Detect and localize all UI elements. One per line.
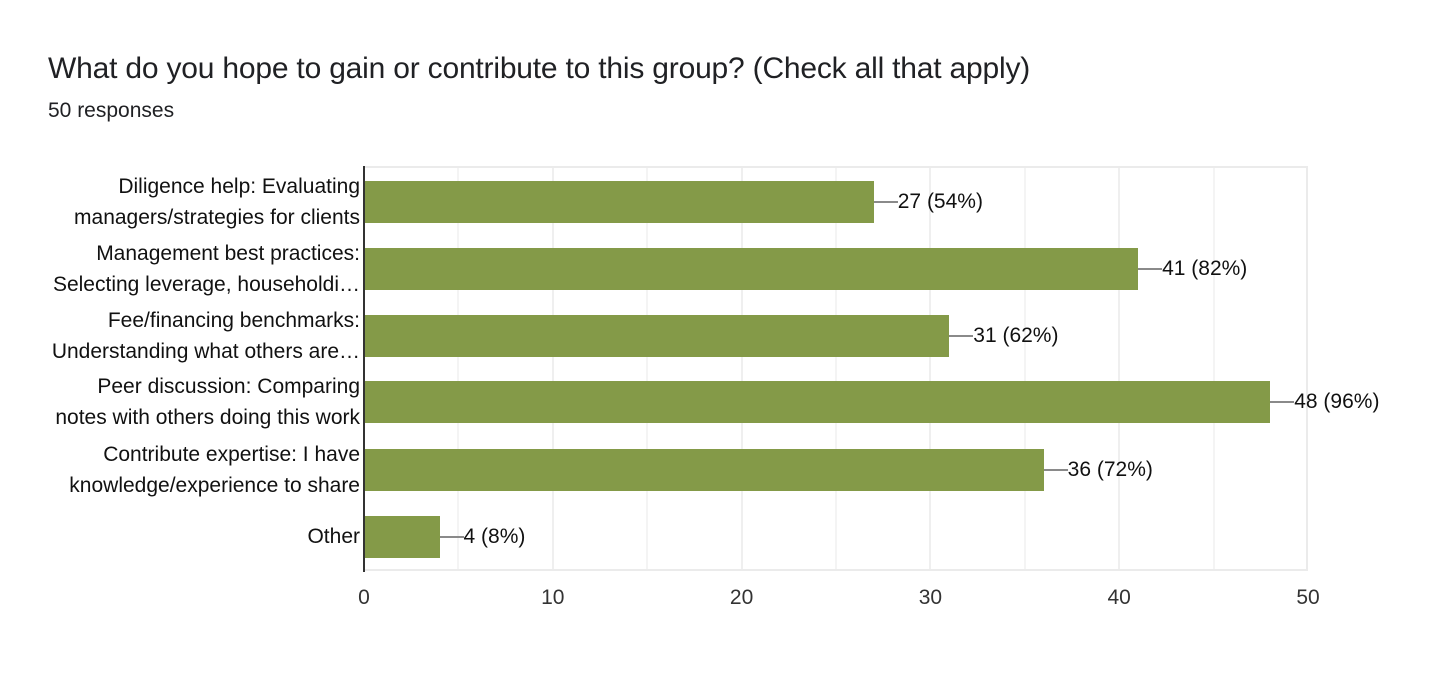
category-label: Contribute expertise: I have knowledge/ex… bbox=[69, 443, 360, 497]
data-label: 27 (54%) bbox=[897, 190, 983, 213]
chart-title: What do you hope to gain or contribute t… bbox=[48, 52, 1031, 85]
gridline bbox=[1023, 168, 1026, 569]
data-label-leader bbox=[1138, 268, 1163, 270]
data-label: 48 (96%) bbox=[1294, 390, 1380, 413]
data-label: 31 (62%) bbox=[973, 324, 1059, 347]
data-label-leader bbox=[439, 536, 464, 538]
gridline bbox=[835, 168, 837, 569]
category-label: Fee/financing benchmarks: Understanding w… bbox=[51, 309, 360, 363]
response-count: 50 responses bbox=[48, 99, 175, 122]
data-label: 41 (82%) bbox=[1162, 257, 1248, 280]
data-label-leader bbox=[873, 201, 898, 203]
data-label-leader bbox=[1270, 401, 1295, 403]
bar[interactable] bbox=[365, 248, 1139, 290]
data-label-leader bbox=[1043, 469, 1068, 471]
category-label: Management best practices: Selecting leve… bbox=[52, 242, 360, 296]
category-label: Diligence help: Evaluating managers/strat… bbox=[74, 175, 360, 229]
x-tick-label: 30 bbox=[918, 586, 943, 609]
category-label: Peer discussion: Comparing notes with oth… bbox=[55, 375, 360, 429]
x-tick-label: 20 bbox=[729, 586, 754, 609]
gridline bbox=[929, 168, 932, 569]
x-tick-label: 0 bbox=[358, 586, 370, 609]
plot-area bbox=[364, 166, 1308, 571]
data-label-leader bbox=[949, 335, 974, 337]
bar[interactable] bbox=[365, 449, 1044, 491]
data-label: 36 (72%) bbox=[1067, 458, 1153, 481]
x-tick-label: 10 bbox=[541, 586, 565, 609]
x-tick-label: 40 bbox=[1107, 586, 1131, 609]
gridline bbox=[1212, 168, 1215, 569]
gridline bbox=[646, 168, 649, 569]
gridline bbox=[1118, 168, 1121, 569]
bar[interactable] bbox=[365, 516, 440, 558]
gridline bbox=[551, 168, 554, 569]
bar[interactable] bbox=[365, 315, 950, 357]
category-label: Other bbox=[307, 525, 360, 548]
gridline bbox=[740, 168, 743, 569]
bar[interactable] bbox=[365, 381, 1271, 423]
bar[interactable] bbox=[365, 181, 874, 223]
gridline bbox=[457, 168, 460, 569]
x-tick-label: 50 bbox=[1296, 586, 1320, 609]
y-axis-line bbox=[363, 166, 365, 572]
data-label: 4 (8%) bbox=[463, 525, 526, 548]
